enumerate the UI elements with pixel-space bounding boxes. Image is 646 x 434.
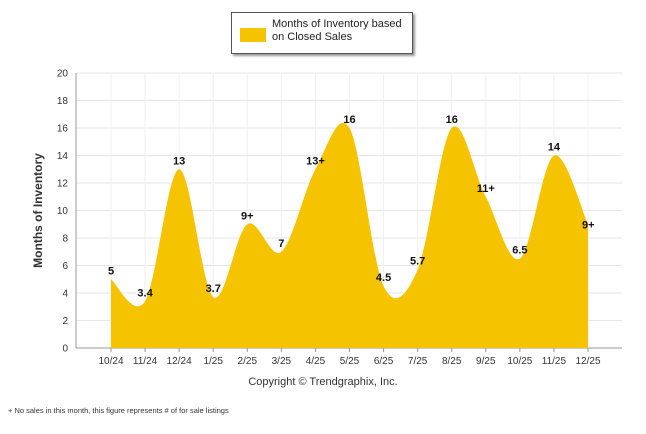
x-tick-label: 1/25 <box>203 356 223 367</box>
y-tick-label: 20 <box>57 69 69 80</box>
x-tick-label: 11/25 <box>542 356 567 367</box>
legend-swatch <box>240 28 266 42</box>
y-tick-label: 14 <box>57 151 69 162</box>
y-tick-label: 16 <box>57 124 69 135</box>
x-tick-label: 7/25 <box>408 356 428 367</box>
x-tick-label: 10/24 <box>98 356 123 367</box>
y-tick-label: 6 <box>62 261 68 272</box>
data-label: 14 <box>548 142 561 154</box>
data-label: 16 <box>446 114 458 126</box>
y-axis-title: Months of Inventory <box>31 153 45 268</box>
x-tick-label: 12/24 <box>167 356 192 367</box>
data-label: 4.5 <box>376 272 391 284</box>
x-tick-label: 10/25 <box>507 356 532 367</box>
x-tick-label: 2/25 <box>238 356 258 367</box>
x-tick-label: 4/25 <box>306 356 326 367</box>
y-tick-label: 4 <box>62 289 68 300</box>
y-tick-label: 10 <box>57 206 69 217</box>
legend: Months of Inventory based on Closed Sale… <box>231 12 413 54</box>
data-label: 5 <box>108 265 114 277</box>
data-label: 3.7 <box>206 283 221 295</box>
data-label: 11+ <box>477 183 495 195</box>
legend-label: Months of Inventory based on Closed Sale… <box>272 18 402 43</box>
data-label: 7 <box>278 238 284 250</box>
x-tick-label: 8/25 <box>442 356 462 367</box>
data-label: 13 <box>173 155 185 167</box>
data-label: 9+ <box>241 210 254 222</box>
x-tick-label: 5/25 <box>340 356 360 367</box>
y-tick-label: 18 <box>57 96 69 107</box>
data-label: 16 <box>343 114 355 126</box>
data-label: 5.7 <box>410 256 425 268</box>
x-tick-label: 3/25 <box>272 356 292 367</box>
data-label: 3.4 <box>137 287 153 299</box>
data-label: 6.5 <box>512 245 527 257</box>
y-tick-label: 0 <box>62 344 68 355</box>
y-tick-label: 8 <box>62 234 68 245</box>
y-tick-label: 12 <box>57 179 69 190</box>
x-tick-label: 6/25 <box>374 356 394 367</box>
y-tick-label: 2 <box>62 316 68 327</box>
copyright-text: Copyright © Trendgraphix, Inc. <box>248 376 398 388</box>
x-tick-label: 11/24 <box>133 356 158 367</box>
footnote-text: + No sales in this month, this figure re… <box>8 406 229 415</box>
x-tick-label: 12/25 <box>575 356 600 367</box>
data-label: 9+ <box>582 219 595 231</box>
x-tick-label: 9/25 <box>476 356 496 367</box>
series-area <box>111 122 588 349</box>
data-label: 13+ <box>306 155 325 167</box>
